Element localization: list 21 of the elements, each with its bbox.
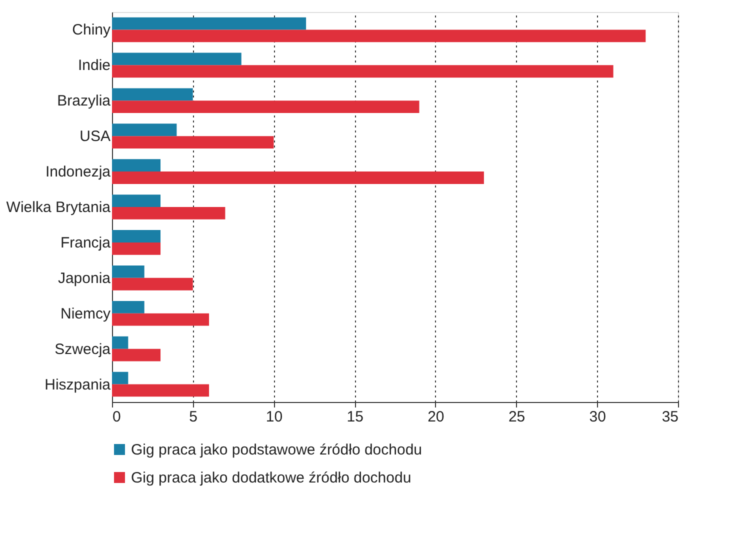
y-tick-label: USA: [80, 128, 110, 146]
x-tick-label: 15: [346, 408, 364, 426]
y-tick-label: Wielka Brytania: [6, 199, 112, 216]
y-tick-label: Japonia: [58, 270, 112, 287]
y-tick-label: Szwecja: [54, 340, 112, 358]
x-tick-label: 20: [428, 408, 444, 426]
x-tick-label: 30: [589, 408, 606, 426]
x-tick-label: 25: [508, 408, 526, 426]
y-tick-label: Niemcy: [60, 305, 111, 322]
x-tick-label: 5: [189, 408, 198, 426]
y-tick-label: Hiszpania: [44, 376, 112, 394]
y-tick-label: Francja: [60, 234, 112, 252]
x-tick-label: 10: [266, 408, 283, 426]
y-tick-label: Indie: [78, 57, 110, 74]
y-tick-label: Indonezja: [45, 164, 112, 181]
x-tick-label: 0: [112, 408, 121, 426]
y-tick-label: Brazylia: [57, 92, 112, 110]
y-tick-label: Chiny: [72, 22, 111, 39]
legend-label: Gig praca jako podstawowe źródło dochodu: [131, 442, 422, 458]
legend-label: Gig praca jako dodatkowe źródło dochodu: [131, 470, 412, 486]
x-tick-label: 35: [662, 408, 678, 426]
